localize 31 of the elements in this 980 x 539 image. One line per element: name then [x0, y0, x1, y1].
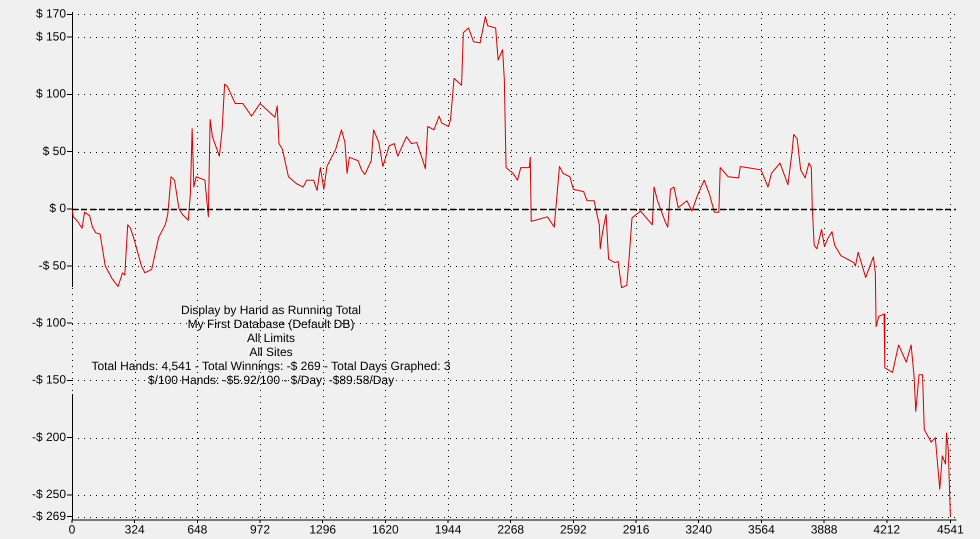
x-tick-label: 324 [124, 522, 146, 537]
x-tick-label: 4212 [873, 522, 900, 537]
annotation: $/100 Hands: -$5.92/100 - $/Day: -$89.58/Day [146, 373, 396, 387]
x-tick-label: 4541 [937, 522, 964, 537]
x-tick-label: 648 [187, 522, 208, 537]
x-tick-label: 3888 [810, 522, 838, 537]
annotation: Display by Hand as Running Total [180, 303, 362, 317]
x-tick-label: 0 [68, 522, 76, 537]
x-tick-label: 972 [250, 522, 270, 537]
x-tick-label: 3240 [685, 522, 712, 537]
annotation: All Sites [248, 345, 294, 359]
y-tick-label: -$ 50 [38, 258, 66, 272]
x-tick-label: 2916 [622, 522, 650, 537]
x-tick-label: 1620 [372, 522, 400, 537]
annotation: All Limits [246, 331, 296, 345]
y-tick-label: $ 0 [49, 201, 66, 216]
y-tick-label: -$ 100 [32, 316, 66, 330]
y-tick-label: -$ 250 [32, 487, 66, 502]
y-tick-label: $ 50 [42, 144, 66, 158]
x-tick-label: 2592 [560, 522, 588, 537]
y-tick-label: -$ 200 [32, 430, 66, 444]
y-tick-label: -$ 150 [32, 372, 66, 387]
x-tick-label: 3564 [748, 522, 776, 537]
y-tick-label: $ 170 [36, 6, 66, 21]
y-tick-label: $ 150 [36, 29, 66, 44]
x-tick-label: 2268 [497, 522, 524, 537]
annotation: My First Database (Default DB) [186, 317, 356, 331]
x-tick-label: 1944 [434, 522, 462, 537]
y-tick-label: $ 100 [36, 86, 66, 101]
x-tick-label: 1296 [309, 522, 336, 537]
y-tick-label: -$ 269 [32, 508, 66, 523]
